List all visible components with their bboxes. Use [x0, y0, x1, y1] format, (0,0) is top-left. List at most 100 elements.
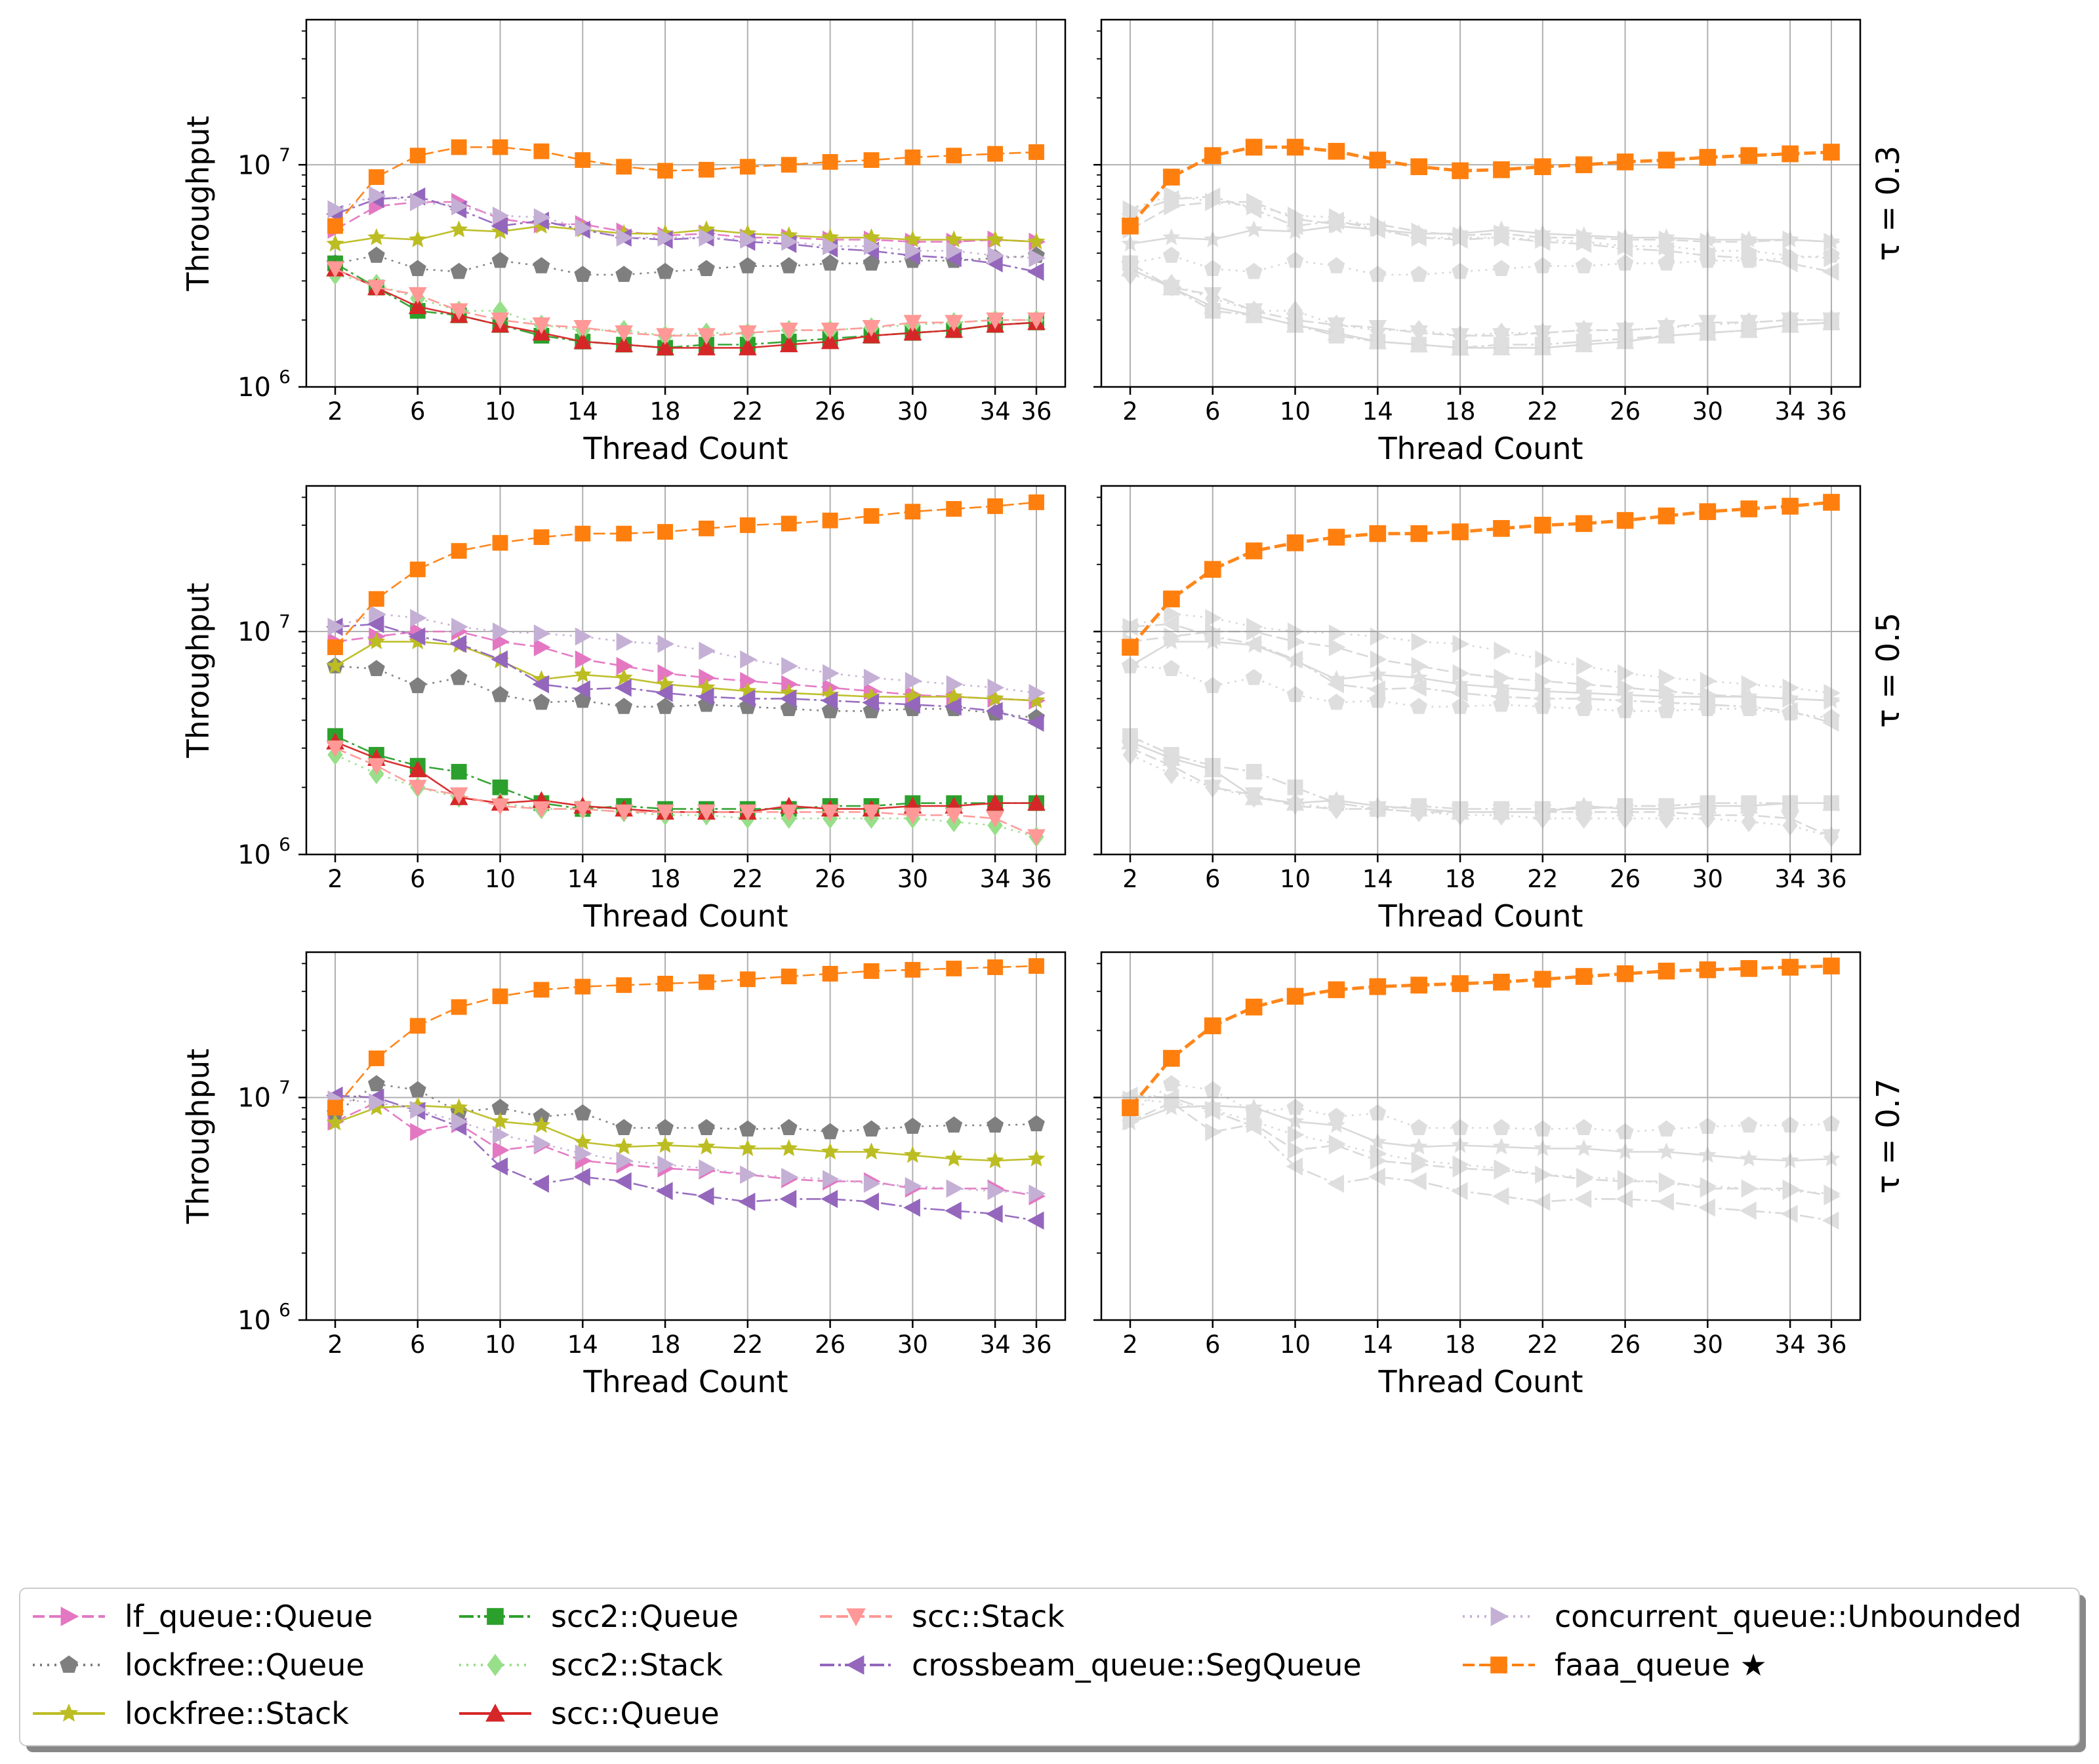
panel-frame — [1100, 18, 1862, 388]
series-concurrent-queue-unbounded — [327, 186, 1046, 268]
data-point — [1576, 808, 1592, 829]
series-line — [1130, 630, 1832, 702]
data-point — [1616, 685, 1635, 703]
data-point — [1616, 799, 1635, 817]
data-point — [1452, 1159, 1470, 1178]
data-point — [1328, 638, 1346, 656]
data-point — [1576, 1167, 1593, 1186]
data-point — [1575, 257, 1593, 273]
data-point — [1204, 757, 1221, 774]
series-line — [1130, 741, 1831, 813]
data-point — [1782, 317, 1799, 333]
data-point — [1286, 793, 1305, 811]
data-point — [1494, 668, 1511, 687]
data-point — [903, 230, 922, 248]
data-point — [1027, 1149, 1046, 1167]
data-point — [699, 520, 714, 536]
data-point — [1822, 312, 1841, 330]
data-point — [657, 698, 674, 714]
data-point — [945, 1201, 962, 1220]
y-tick-label: 10 — [237, 1083, 271, 1113]
data-point — [821, 691, 838, 710]
data-point — [1534, 681, 1552, 699]
data-point — [1740, 230, 1758, 248]
data-point — [1370, 1144, 1387, 1163]
data-point — [327, 639, 343, 655]
data-point — [1162, 247, 1180, 263]
data-point — [1287, 207, 1305, 225]
series-line — [335, 1104, 1037, 1162]
data-point — [1452, 664, 1470, 683]
data-point — [1576, 1170, 1593, 1188]
legend-label: crossbeam_queue::SegQueue — [912, 1647, 1362, 1683]
data-point — [987, 498, 1004, 514]
data-point — [657, 163, 673, 179]
data-point — [1203, 187, 1221, 206]
data-point — [1616, 691, 1633, 710]
data-point — [1822, 262, 1839, 281]
data-point — [1782, 814, 1798, 836]
y-tick-exponent: 6 — [279, 366, 291, 388]
data-point — [1452, 226, 1470, 245]
data-point — [1657, 1142, 1676, 1160]
panel-frame — [305, 485, 1067, 856]
panel-frame — [1100, 485, 1862, 856]
data-point — [1657, 241, 1675, 260]
data-point — [1410, 1119, 1428, 1136]
data-point — [739, 1120, 756, 1137]
legend-label: scc2::Stack — [551, 1647, 723, 1683]
data-point — [409, 230, 427, 248]
data-point — [1163, 747, 1179, 763]
data-point — [1451, 328, 1469, 345]
data-point — [904, 1117, 922, 1134]
legend-item-lf-queue-queue: lf_queue::Queue — [33, 1599, 373, 1634]
data-point — [656, 1182, 673, 1201]
data-point — [1410, 804, 1429, 822]
data-point — [863, 508, 880, 524]
data-point — [986, 702, 1003, 721]
data-point — [1574, 804, 1593, 822]
data-point — [986, 811, 1004, 828]
data-point — [1740, 321, 1759, 338]
series-line — [335, 753, 1037, 838]
legend-item-scc2-queue: scc2::Queue — [459, 1599, 739, 1634]
data-point — [1121, 656, 1139, 674]
data-point — [1286, 251, 1304, 268]
data-point — [1493, 520, 1510, 537]
y-tick-label: 10 — [237, 1306, 271, 1336]
data-point — [1657, 326, 1676, 344]
data-point — [1492, 328, 1511, 345]
data-point — [1492, 695, 1510, 712]
data-point — [1369, 525, 1387, 542]
data-point — [1368, 1133, 1387, 1150]
y-axis-label: Throughput — [180, 582, 216, 758]
data-point — [1121, 259, 1139, 277]
data-point — [1616, 322, 1635, 340]
x-axis-label: Thread Count — [582, 1364, 788, 1399]
data-point — [1122, 639, 1139, 656]
x-tick-label: 22 — [732, 865, 763, 893]
data-point — [1493, 973, 1510, 991]
data-point — [1575, 968, 1593, 985]
data-point — [1286, 312, 1305, 330]
data-point — [1740, 960, 1758, 977]
data-point — [1576, 319, 1592, 341]
data-point — [575, 650, 592, 669]
data-point — [1244, 200, 1262, 219]
data-point — [1368, 1167, 1385, 1186]
series-lockfree-queue — [327, 247, 1045, 282]
data-point — [1121, 732, 1139, 750]
data-point — [1494, 322, 1509, 344]
data-point — [863, 1174, 881, 1193]
data-point — [575, 152, 591, 169]
data-point — [1370, 1152, 1387, 1170]
legend-label: concurrent_queue::Unbounded — [1555, 1599, 2022, 1634]
data-point — [1163, 590, 1180, 608]
data-point — [1245, 635, 1263, 653]
data-point — [1618, 237, 1635, 256]
data-point — [1162, 614, 1179, 633]
grey-series-concurrent-queue-unbounded — [1122, 1090, 1841, 1203]
data-point — [1698, 1146, 1717, 1163]
data-point — [1451, 338, 1469, 355]
